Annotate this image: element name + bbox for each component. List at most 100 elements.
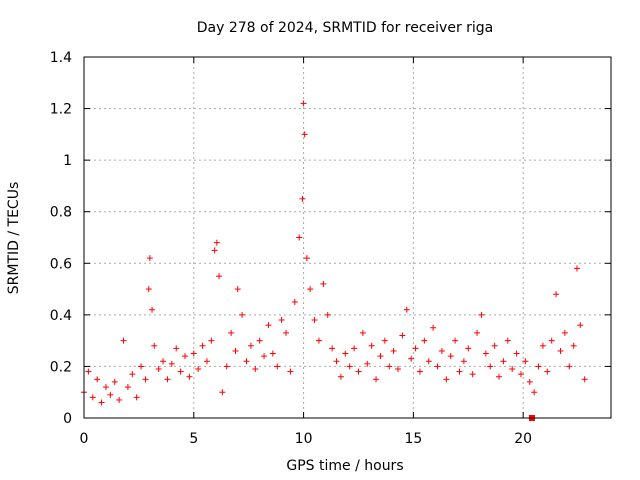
data-point [544, 368, 551, 375]
data-point [496, 373, 503, 380]
grid-lines [84, 57, 611, 418]
data-point [195, 366, 202, 373]
data-point [94, 376, 101, 383]
data-point [573, 265, 580, 272]
data-point [145, 286, 152, 293]
data-point [399, 332, 406, 339]
data-point [223, 363, 230, 370]
data-point [190, 350, 197, 357]
data-point [261, 353, 268, 360]
data-point [517, 371, 524, 378]
y-tick-label: 0.8 [50, 205, 72, 221]
data-point [283, 329, 290, 336]
data-point [133, 394, 140, 401]
data-point [269, 350, 276, 357]
data-point [535, 363, 542, 370]
data-point [465, 345, 472, 352]
data-point [129, 371, 136, 378]
data-point [324, 311, 331, 318]
data-point [566, 363, 573, 370]
data-point [315, 337, 322, 344]
data-point [500, 358, 507, 365]
data-point [408, 355, 415, 362]
data-point [211, 247, 218, 254]
data-point [491, 342, 498, 349]
data-point [234, 286, 241, 293]
data-point [228, 329, 235, 336]
data-point [425, 358, 432, 365]
data-point [291, 298, 298, 305]
y-tick-labels: 0 0.2 0.4 0.6 0.8 1 1.2 1.4 [50, 50, 72, 427]
data-point [434, 363, 441, 370]
data-point [146, 255, 153, 262]
data-point [395, 366, 402, 373]
data-point [364, 360, 371, 367]
data-point [239, 311, 246, 318]
data-point [219, 389, 226, 396]
data-point [452, 337, 459, 344]
data-point [403, 306, 410, 313]
data-point [160, 358, 167, 365]
data-point [482, 350, 489, 357]
data-point [208, 337, 215, 344]
data-point [307, 286, 314, 293]
data-point [373, 376, 380, 383]
data-point [296, 234, 303, 241]
data-point [303, 255, 310, 262]
data-point [329, 345, 336, 352]
data-point [557, 347, 564, 354]
data-point [438, 347, 445, 354]
data-point [416, 368, 423, 375]
y-axis-label: SRMTID / TECUs [6, 182, 22, 295]
data-point [487, 363, 494, 370]
data-point [513, 350, 520, 357]
data-point [478, 311, 485, 318]
data-point [561, 329, 568, 336]
data-point [504, 337, 511, 344]
data-point [412, 345, 419, 352]
data-point [164, 376, 171, 383]
data-point [351, 345, 358, 352]
y-tick-label: 1 [63, 153, 72, 169]
data-point [333, 358, 340, 365]
data-point [381, 337, 388, 344]
x-tick-label: 10 [295, 431, 313, 447]
y-tick-label: 0.4 [50, 308, 72, 324]
data-point [337, 373, 344, 380]
data-points [81, 100, 588, 421]
data-point [581, 376, 588, 383]
data-point [186, 373, 193, 380]
data-point [232, 347, 239, 354]
data-point [522, 358, 529, 365]
data-point [182, 353, 189, 360]
data-point [155, 366, 162, 373]
data-point [509, 366, 516, 373]
plot-frame [83, 56, 612, 419]
data-point [247, 342, 254, 349]
data-point [107, 391, 114, 398]
data-point [142, 376, 149, 383]
data-point [531, 389, 538, 396]
data-point [274, 363, 281, 370]
data-point [177, 368, 184, 375]
x-tick-label: 5 [189, 431, 198, 447]
data-point [386, 363, 393, 370]
data-point [301, 131, 308, 138]
data-point [203, 358, 210, 365]
data-point [299, 195, 306, 202]
data-point [102, 384, 109, 391]
data-point [368, 342, 375, 349]
y-tick-label: 0.6 [50, 256, 72, 272]
data-point [553, 291, 560, 298]
data-point [213, 239, 220, 246]
data-point [443, 376, 450, 383]
data-point [149, 306, 156, 313]
data-point [421, 337, 428, 344]
x-axis-label: GPS time / hours [286, 458, 403, 474]
data-point [447, 353, 454, 360]
x-tick-label: 20 [514, 431, 532, 447]
data-point [390, 347, 397, 354]
y-tick-label: 1.4 [50, 50, 72, 66]
data-point [359, 329, 366, 336]
data-point [120, 337, 127, 344]
